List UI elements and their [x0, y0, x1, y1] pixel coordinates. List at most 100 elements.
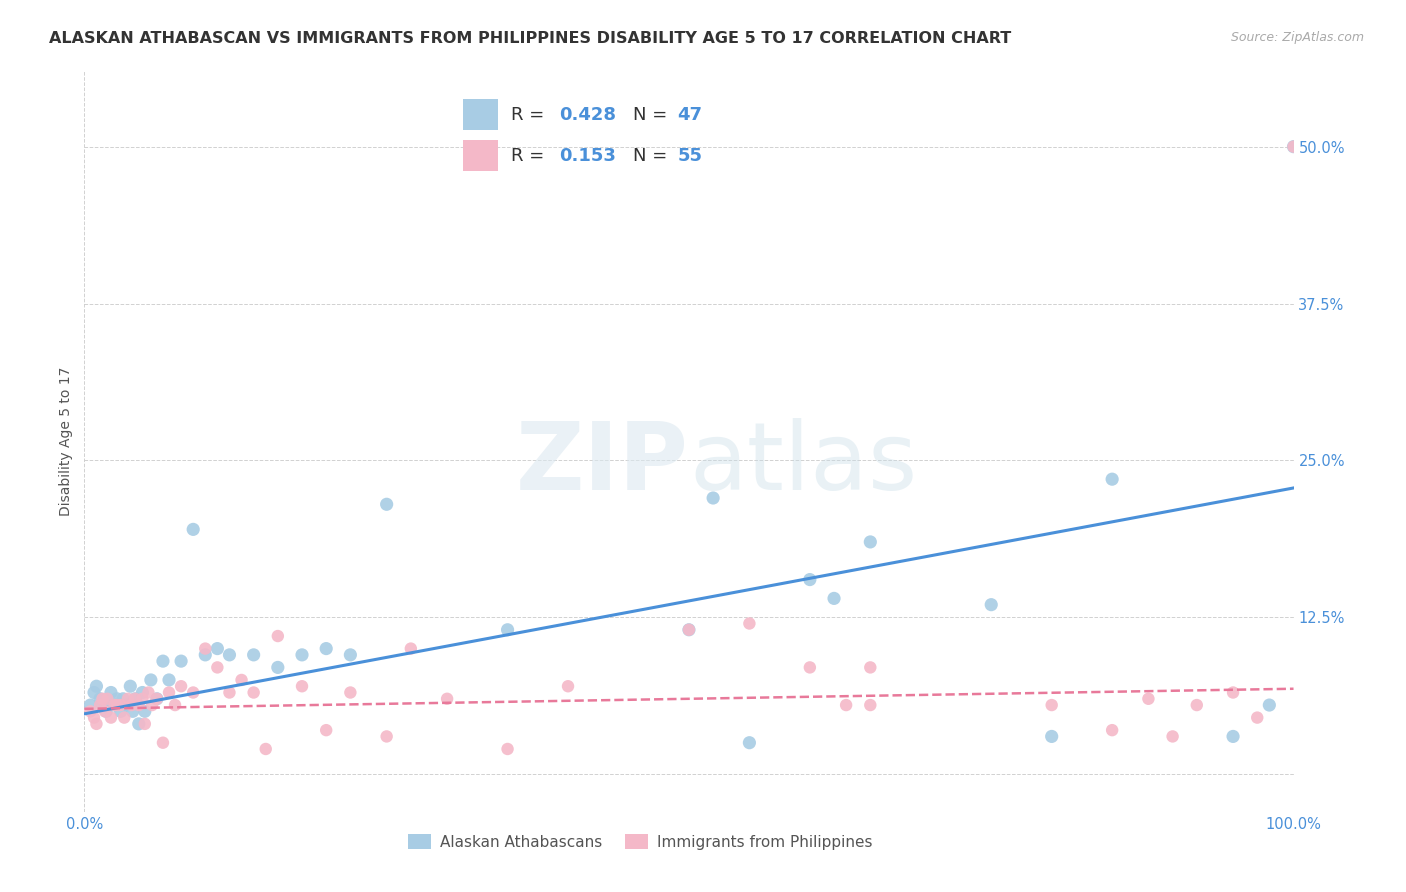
Point [117, 691, 139, 706]
Point [170, 679, 193, 693]
Point [1040, 698, 1063, 712]
Point [138, 685, 160, 699]
Point [112, 710, 135, 724]
Point [86, 679, 108, 693]
Point [859, 535, 882, 549]
Point [339, 685, 361, 699]
Point [89, 698, 111, 712]
Point [375, 730, 398, 744]
Point [496, 742, 519, 756]
Point [678, 623, 700, 637]
Point [242, 648, 264, 662]
Point [104, 698, 127, 712]
Point [157, 685, 180, 699]
Point [170, 654, 193, 668]
Point [100, 710, 122, 724]
Point [165, 698, 187, 712]
Point [94, 704, 117, 718]
Point [242, 685, 264, 699]
Point [79, 704, 101, 718]
Point [112, 691, 135, 706]
Point [152, 736, 174, 750]
Point [799, 660, 821, 674]
Text: ZIP: ZIP [516, 417, 689, 509]
Point [124, 691, 146, 706]
Point [1185, 698, 1208, 712]
Point [835, 698, 858, 712]
Point [141, 698, 163, 712]
Point [859, 660, 882, 674]
Point [104, 698, 127, 712]
Point [157, 673, 180, 687]
Point [823, 591, 845, 606]
Point [436, 691, 458, 706]
Point [496, 623, 519, 637]
Point [131, 685, 153, 699]
Point [110, 704, 132, 718]
Point [1137, 691, 1160, 706]
Point [86, 717, 108, 731]
Point [83, 710, 105, 724]
Point [980, 598, 1002, 612]
Point [254, 742, 277, 756]
Point [1258, 698, 1281, 712]
Point [207, 660, 229, 674]
Point [1222, 685, 1244, 699]
Point [1161, 730, 1184, 744]
Point [1282, 139, 1305, 153]
Point [315, 723, 337, 738]
Point [120, 679, 142, 693]
Point [110, 698, 132, 712]
Point [139, 673, 162, 687]
Point [1282, 139, 1305, 153]
Point [89, 691, 111, 706]
Point [105, 698, 128, 712]
Point [738, 736, 761, 750]
Point [194, 641, 217, 656]
Point [1246, 710, 1268, 724]
Text: atlas: atlas [689, 417, 917, 509]
Point [375, 497, 398, 511]
Y-axis label: Disability Age 5 to 17: Disability Age 5 to 17 [59, 367, 73, 516]
Point [79, 698, 101, 712]
Point [218, 648, 240, 662]
Point [859, 698, 882, 712]
Point [1101, 723, 1123, 738]
Point [1101, 472, 1123, 486]
Point [146, 691, 169, 706]
Point [83, 685, 105, 699]
Text: Source: ZipAtlas.com: Source: ZipAtlas.com [1230, 31, 1364, 45]
Point [91, 698, 114, 712]
Point [702, 491, 724, 505]
Point [207, 641, 229, 656]
Point [128, 717, 150, 731]
Point [267, 660, 290, 674]
Text: ALASKAN ATHABASCAN VS IMMIGRANTS FROM PHILIPPINES DISABILITY AGE 5 TO 17 CORRELA: ALASKAN ATHABASCAN VS IMMIGRANTS FROM PH… [49, 31, 1011, 46]
Point [291, 648, 314, 662]
Point [194, 648, 217, 662]
Point [291, 679, 314, 693]
Point [128, 698, 150, 712]
Point [218, 685, 240, 699]
Point [181, 685, 204, 699]
Point [121, 704, 143, 718]
Point [315, 641, 337, 656]
Point [799, 573, 821, 587]
Point [267, 629, 290, 643]
Point [557, 679, 579, 693]
Point [94, 704, 117, 718]
Point [100, 685, 122, 699]
Point [134, 704, 156, 718]
Point [134, 717, 156, 731]
Point [678, 623, 700, 637]
Point [231, 673, 253, 687]
Point [96, 691, 118, 706]
Point [105, 691, 128, 706]
Point [124, 691, 146, 706]
Point [339, 648, 361, 662]
Point [181, 522, 204, 536]
Point [131, 691, 153, 706]
Point [399, 641, 422, 656]
Point [121, 698, 143, 712]
Point [1222, 730, 1244, 744]
